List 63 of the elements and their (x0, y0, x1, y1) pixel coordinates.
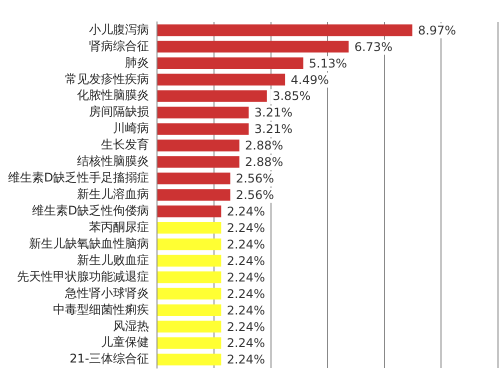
y-tick-label: 苯丙酮尿症 (89, 220, 150, 234)
data-label: 3.21% (254, 122, 293, 136)
data-label: 2.24% (226, 336, 265, 350)
data-label: 2.24% (226, 320, 265, 334)
data-label: 4.49% (290, 72, 329, 87)
data-label: 2.24% (226, 270, 265, 284)
y-tick-label: 川崎病 (113, 121, 150, 136)
y-tick-label: 化脓性脑膜炎 (77, 88, 150, 102)
y-tick-label: 肾病综合征 (89, 38, 150, 53)
data-label: 8.97% (418, 23, 456, 38)
bar (157, 354, 222, 366)
data-label: 6.73% (354, 40, 392, 54)
bar (157, 123, 249, 135)
data-label: 2.24% (226, 352, 265, 367)
y-tick-label: 儿童保健 (101, 335, 150, 350)
bar (157, 172, 230, 184)
y-tick-label: 维生素D缺乏性手足搐搦症 (8, 170, 150, 185)
y-tick-label: 新生儿溶血病 (77, 187, 150, 202)
data-label: 5.13% (308, 56, 348, 70)
bar (157, 24, 412, 36)
bar (157, 156, 240, 168)
bar (157, 57, 304, 69)
data-label: 2.24% (226, 254, 265, 268)
bar (157, 206, 222, 218)
bar (157, 238, 222, 250)
data-label: 2.56% (236, 172, 274, 186)
y-tick-label: 急性肾小球肾炎 (64, 286, 150, 300)
y-tick-label: 新生儿败血症 (77, 252, 150, 267)
data-label: 3.21% (254, 106, 293, 120)
data-label: 2.24% (226, 237, 265, 252)
y-tick-label: 新生儿缺氧缺血性脑病 (29, 236, 150, 250)
bar (157, 106, 249, 118)
data-label: 2.24% (226, 303, 265, 318)
data-label: 2.88% (245, 138, 284, 153)
y-tick-label: 21-三体综合征 (70, 352, 150, 366)
bar (157, 189, 230, 201)
y-tick-label: 肺炎 (125, 55, 150, 70)
bar (157, 140, 240, 152)
y-tick-label: 结核性脑膜炎 (77, 154, 150, 168)
data-label: 2.88% (245, 155, 284, 170)
bar (157, 304, 222, 316)
y-tick-label: 维生素D缺乏性佝偻病 (32, 203, 150, 218)
data-label: 2.24% (226, 204, 265, 218)
bar (157, 271, 222, 284)
y-tick-label: 房间隔缺损 (89, 104, 150, 119)
bar (157, 222, 222, 234)
bar (157, 288, 222, 300)
y-tick-label: 常见发疹性疾病 (65, 72, 150, 86)
y-tick-label: 先天性甲状腺功能减退症 (17, 269, 150, 284)
bar (157, 254, 222, 267)
bar (157, 74, 286, 86)
bar (157, 40, 349, 53)
data-label: 3.85% (272, 89, 311, 104)
data-label: 2.56% (236, 188, 274, 202)
bar (157, 90, 267, 102)
y-tick-label: 小儿腹泻病 (89, 22, 150, 36)
y-tick-label: 生长发育 (101, 138, 150, 152)
data-label: 2.24% (226, 286, 265, 301)
y-tick-label: 中毒型细菌性痢疾 (53, 302, 150, 316)
data-label: 2.24% (226, 220, 265, 235)
bar (157, 337, 222, 349)
y-tick-label: 风湿热 (113, 318, 150, 333)
bar (157, 320, 222, 332)
